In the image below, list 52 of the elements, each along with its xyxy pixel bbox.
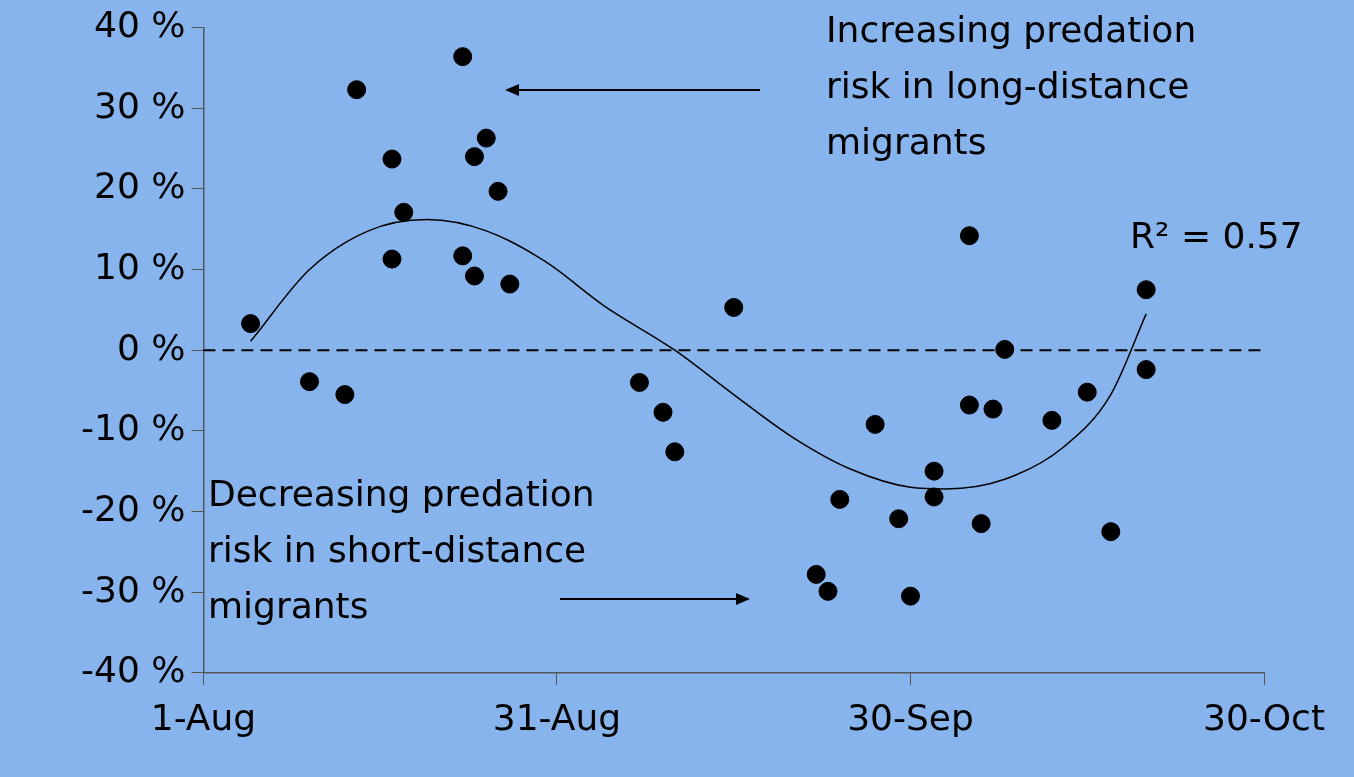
point	[653, 402, 673, 422]
point	[665, 442, 685, 462]
y-tick-label: 30 %	[93, 84, 186, 126]
point	[971, 514, 991, 534]
point	[464, 266, 484, 286]
point	[382, 149, 402, 169]
y-tick-label: -30 %	[81, 568, 186, 610]
annotation: Increasing predation risk in long-distance migrants	[826, 8, 1198, 164]
y-tick-label: -40 %	[81, 649, 186, 691]
point	[241, 314, 261, 334]
point	[1077, 382, 1097, 402]
y-tick-label: 40 %	[93, 3, 186, 45]
point	[347, 80, 367, 100]
point	[889, 509, 909, 529]
point	[300, 372, 319, 392]
point	[453, 246, 473, 266]
x-tick-label: 30-Oct	[1202, 696, 1326, 738]
y-tick-label: 0 %	[116, 326, 186, 368]
point	[924, 487, 944, 507]
x-tick-label: 31-Aug	[492, 696, 622, 738]
point	[382, 249, 402, 269]
x-tick-label: 30-Sep	[847, 696, 974, 738]
x-tick-label: 1-Aug	[150, 696, 257, 738]
point	[983, 399, 1003, 419]
y-tick-label: -10 %	[81, 407, 186, 449]
annotation: Decreasing predation risk in short-distance migrants	[208, 472, 596, 628]
point	[865, 414, 885, 434]
point	[1136, 360, 1156, 380]
point	[830, 489, 850, 509]
y-tick-label: 20 %	[93, 165, 186, 207]
y-tick-label: -20 %	[81, 487, 186, 529]
annotation: R² = 0.57	[1130, 214, 1304, 258]
point	[995, 339, 1015, 359]
point	[488, 181, 508, 201]
y-tick-label: 10 %	[93, 245, 186, 287]
point	[1101, 522, 1121, 542]
point	[629, 372, 649, 392]
point	[335, 385, 355, 405]
point	[394, 202, 414, 222]
point	[1136, 280, 1156, 300]
point	[806, 564, 826, 584]
point	[476, 128, 496, 148]
point	[1042, 410, 1062, 430]
point	[724, 297, 744, 317]
point	[500, 274, 520, 294]
point	[818, 581, 838, 601]
point	[924, 461, 944, 481]
point	[453, 47, 473, 67]
point	[464, 147, 484, 167]
point	[959, 226, 979, 246]
point	[959, 395, 979, 415]
point	[900, 586, 920, 606]
